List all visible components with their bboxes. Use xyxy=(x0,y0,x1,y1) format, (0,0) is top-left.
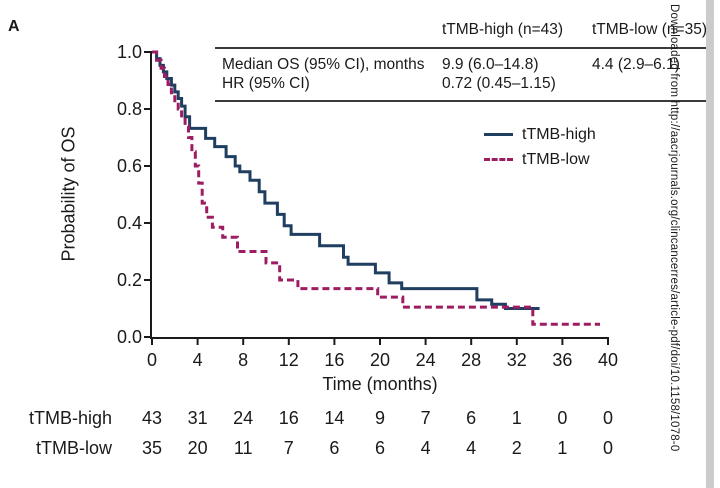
risk-count: 0 xyxy=(557,408,568,428)
y-tick-label: 0.6 xyxy=(116,156,142,176)
stats-header-high: tTMB-high (n=43) xyxy=(442,21,564,38)
stats-row-median-os: Median OS (95% CI), months 9.9 (6.0–14.8… xyxy=(215,55,707,74)
x-tick-label: 32 xyxy=(506,350,527,370)
x-tick-label: 0 xyxy=(146,350,157,370)
stats-header-row: tTMB-high (n=43) tTMB-low (n=35) xyxy=(215,20,707,47)
stats-median-label: Median OS (95% CI), months xyxy=(222,56,425,73)
stats-hr-value: 0.72 (0.45–1.15) xyxy=(442,75,556,92)
x-tick-label: 40 xyxy=(597,350,619,370)
stats-median-low: 4.4 (2.9–6.1) xyxy=(592,56,680,73)
risk-count: 0 xyxy=(602,438,613,458)
risk-count: 35 xyxy=(141,438,163,458)
risk-count: 2 xyxy=(511,438,522,458)
legend-item-ttmb-high: tTMB-high xyxy=(484,122,596,147)
risk-count: 31 xyxy=(187,408,208,428)
x-tick-label: 4 xyxy=(192,350,203,370)
risk-row-label: tTMB-low xyxy=(36,438,112,458)
risk-count: 20 xyxy=(187,438,208,458)
x-tick-label: 20 xyxy=(369,350,391,370)
y-tick-label: 1.0 xyxy=(116,42,142,62)
stats-median-high: 9.9 (6.0–14.8) xyxy=(442,56,539,73)
dashed-line-sample-icon xyxy=(484,158,513,161)
x-tick-label: 8 xyxy=(238,350,249,370)
y-tick-label: 0.0 xyxy=(116,327,142,347)
risk-count: 6 xyxy=(374,438,385,458)
risk-count: 7 xyxy=(283,438,294,458)
stats-header-empty xyxy=(215,20,442,39)
risk-row-label: tTMB-high xyxy=(28,408,112,428)
risk-count: 14 xyxy=(324,408,345,428)
x-tick-label: 12 xyxy=(278,350,299,370)
risk-count: 6 xyxy=(466,408,477,428)
legend-label-ttmb-low: tTMB-low xyxy=(522,150,590,168)
risk-count: 11 xyxy=(233,438,253,458)
x-tick-label: 24 xyxy=(415,350,436,370)
risk-count: 0 xyxy=(602,408,613,428)
y-tick-label: 0.2 xyxy=(116,270,142,290)
solid-line-sample-icon xyxy=(484,133,513,136)
risk-count: 6 xyxy=(329,438,340,458)
legend: tTMB-high tTMB-low xyxy=(484,122,596,172)
y-tick-label: 0.4 xyxy=(116,213,142,233)
y-tick-label: 0.8 xyxy=(116,99,142,119)
stats-row-hr: HR (95% CI) 0.72 (0.45–1.15) xyxy=(215,74,707,93)
stats-hr-low xyxy=(592,74,707,93)
stats-table: tTMB-high (n=43) tTMB-low (n=35) Median … xyxy=(215,20,707,102)
risk-count: 1 xyxy=(511,408,522,428)
panel-label: A xyxy=(8,18,20,35)
km-curve-ttmb-high xyxy=(152,50,540,310)
risk-count: 7 xyxy=(420,408,431,428)
journal-watermark: Downloaded from http://aacrjournals.org/… xyxy=(668,4,680,452)
x-tick-label: 16 xyxy=(324,350,345,370)
x-tick-label: 28 xyxy=(461,350,482,370)
km-curve-ttmb-low xyxy=(152,50,600,326)
stats-body: Median OS (95% CI), months 9.9 (6.0–14.8… xyxy=(215,47,707,102)
risk-count: 4 xyxy=(466,438,477,458)
risk-count: 43 xyxy=(141,408,163,428)
legend-item-ttmb-low: tTMB-low xyxy=(484,147,596,172)
risk-count: 9 xyxy=(374,408,385,428)
risk-count: 4 xyxy=(420,438,431,458)
x-tick-label: 36 xyxy=(552,350,573,370)
risk-count: 24 xyxy=(233,408,254,428)
risk-count: 16 xyxy=(278,408,299,428)
stats-hr-label: HR (95% CI) xyxy=(222,75,310,92)
legend-label-ttmb-high: tTMB-high xyxy=(522,125,596,143)
page-gutter-bar xyxy=(706,0,714,488)
stats-header-low: tTMB-low (n=35) xyxy=(592,21,707,38)
y-axis-title: Probability of OS xyxy=(58,126,79,262)
risk-count: 1 xyxy=(557,438,568,458)
x-axis-title: Time (months) xyxy=(322,374,438,394)
